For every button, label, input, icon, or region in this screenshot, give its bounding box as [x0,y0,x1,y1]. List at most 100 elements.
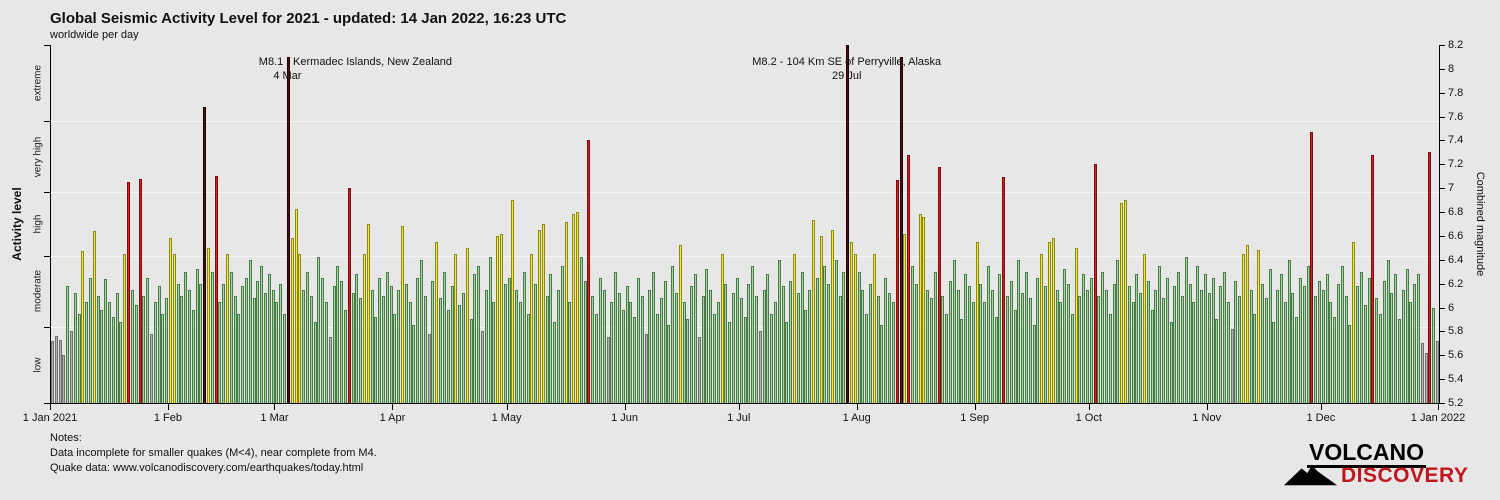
seismic-bar [1066,283,1070,403]
seismic-bar [1302,286,1306,403]
seismic-bar [70,331,74,403]
seismic-bar [1420,343,1424,403]
seismic-bar [1287,259,1291,403]
seismic-bar [762,289,766,403]
seismic-bar [385,271,389,403]
seismic-bar [846,45,850,403]
seismic-bar [850,241,854,403]
seismic-bar [956,289,960,403]
seismic-bar [872,253,876,403]
seismic-bar [884,277,888,403]
seismic-bar [766,274,770,403]
seismic-bar [579,257,583,403]
seismic-bar [1131,301,1135,403]
y-right-tick [1439,116,1445,118]
seismic-bar [564,221,568,403]
seismic-bar [161,313,165,403]
seismic-bar [1104,289,1108,403]
seismic-bar [743,317,747,403]
seismic-bar [305,271,309,403]
seismic-bar [1416,274,1420,403]
seismic-bar [81,251,85,403]
seismic-bar [1192,301,1196,403]
seismic-bar [1085,289,1089,403]
seismic-bar [751,265,755,403]
seismic-bar [1257,250,1261,403]
chart-title: Global Seismic Activity Level for 2021 -… [50,10,567,27]
seismic-bar [789,281,793,403]
seismic-bar [888,293,892,403]
seismic-bar [146,277,150,403]
seismic-bar [317,257,321,403]
activity-category-label: low [32,357,44,373]
seismic-bar [1226,301,1230,403]
seismic-bar [1051,238,1055,403]
seismic-bar [724,283,728,403]
seismic-bar [454,253,458,403]
activity-category-label: high [32,214,44,234]
seismic-bar [1409,301,1413,403]
seismic-bar [1363,305,1367,403]
x-axis-tick [50,404,51,410]
volcano-icon [1283,465,1338,486]
seismic-bar [720,253,724,403]
seismic-bar [427,333,431,403]
seismic-bar [625,286,629,403]
logo-volcano-text: VOLCANO [1307,440,1426,468]
y-left-tick [44,191,50,193]
seismic-bar [503,283,507,403]
y-right-tick-label: 5.8 [1448,325,1464,338]
seismic-bar [804,309,808,403]
seismic-bar [918,214,922,403]
seismic-bar [1036,277,1040,403]
seismic-bar [716,301,720,403]
seismic-bar [990,289,994,403]
seismic-bar [800,271,804,403]
x-axis-label: 1 Jun [611,412,638,424]
gridline [51,121,1439,123]
seismic-bar [583,281,587,403]
y-right-tick-label: 5.2 [1448,397,1464,409]
seismic-bar [671,265,675,403]
seismic-bar [1436,340,1439,403]
seismic-bar [115,293,119,403]
seismic-bar [1340,265,1344,403]
y-right-tick [1439,283,1445,285]
seismic-bar [378,277,382,403]
seismic-bar [336,265,340,403]
seismic-bar [1359,271,1363,403]
seismic-bar [294,208,298,403]
y-right-tick [1439,68,1445,70]
seismic-bar [1146,281,1150,403]
annotation-kermadec-date: 4 Mar [273,70,302,82]
seismic-bar [184,271,188,403]
seismic-bar [401,226,405,403]
seismic-bar [85,301,89,403]
seismic-bar [808,289,812,403]
seismic-bar [960,319,964,403]
x-axis-tick [167,404,169,410]
y-right-tick [1439,307,1445,309]
seismic-bar [587,140,591,403]
seismic-bar [694,274,698,403]
notes-line-1: Data incomplete for smaller quakes (M<4)… [50,447,377,459]
seismic-bar [66,286,70,403]
seismic-bar [1356,286,1360,403]
seismic-bar [256,281,260,403]
seismic-bar [218,301,222,403]
x-axis-label: 1 Jul [727,412,751,424]
seismic-bar [283,313,287,403]
seismic-bar [157,286,161,403]
seismic-bar [861,289,865,403]
seismic-bar [1211,277,1215,403]
seismic-bar [492,301,496,403]
x-axis-tick [1438,404,1439,410]
plot-area [50,45,1440,404]
seismic-bar [473,274,477,403]
y-left-tick [44,121,50,123]
seismic-bar [397,289,401,403]
seismic-bar [199,283,203,403]
seismic-bar [1321,289,1325,403]
seismic-bar [77,313,81,403]
y-right-tick-label: 6.8 [1448,206,1464,219]
